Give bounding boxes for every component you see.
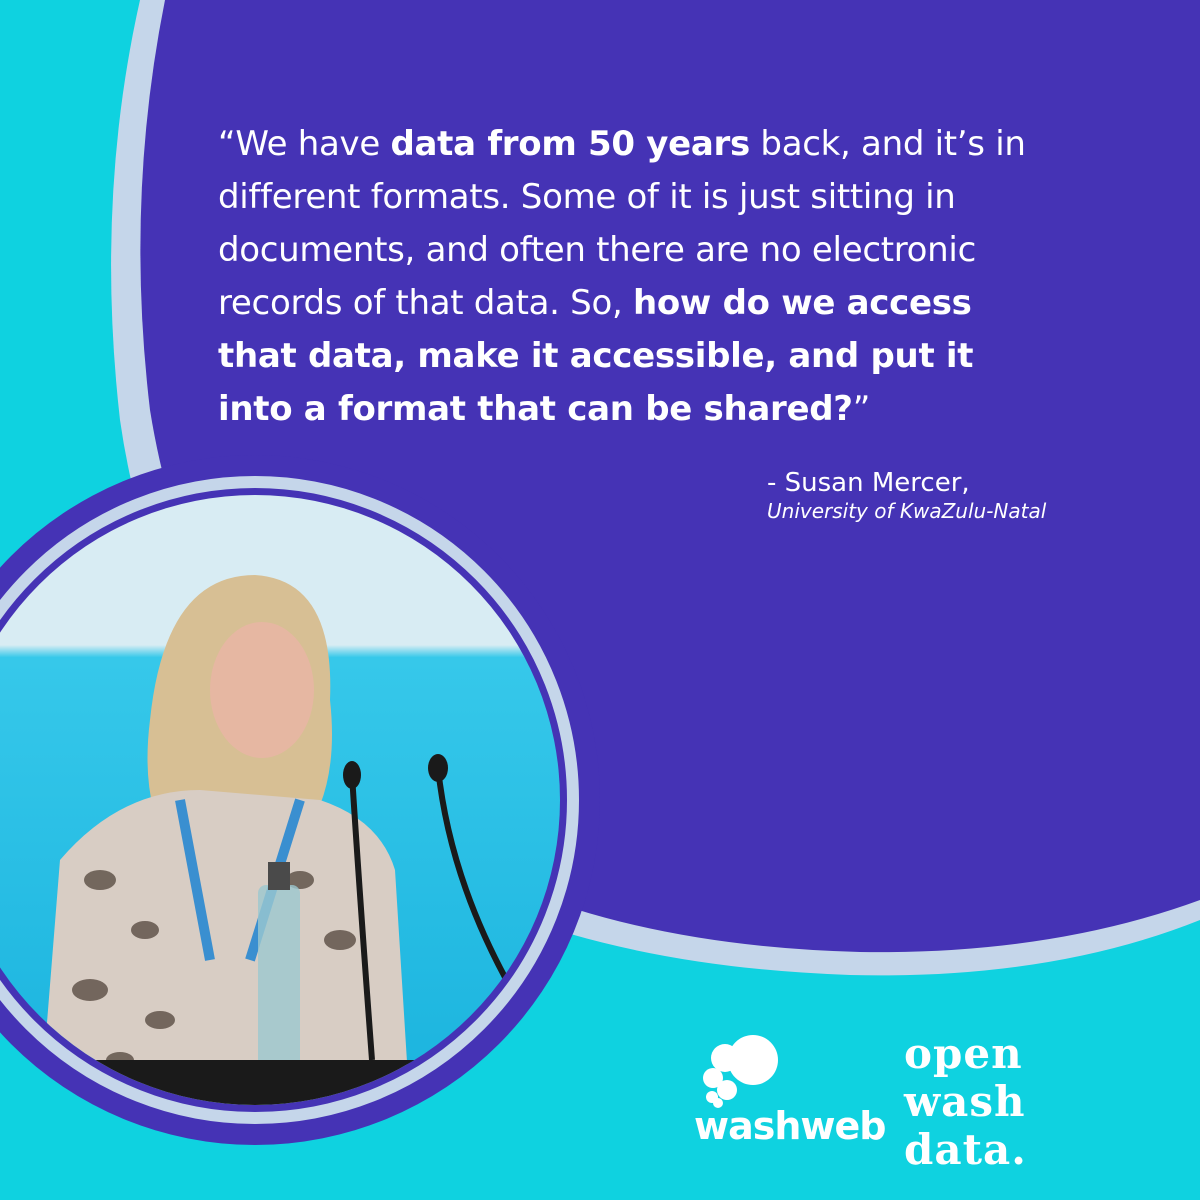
quote-line: different formats. Some of it is just si…	[218, 177, 956, 217]
quote-line: into a format that can be shared?”	[218, 389, 871, 429]
attribution: - Susan Mercer, University of KwaZulu-Na…	[767, 466, 1046, 522]
speaker-organization: University of KwaZulu-Natal	[767, 499, 1047, 523]
quote-line: documents, and often there are no electr…	[218, 230, 976, 270]
openwashdata-logo-line: open	[904, 1029, 1023, 1078]
openwashdata-logo-line: wash	[904, 1077, 1026, 1126]
speaker-name: - Susan Mercer,	[767, 468, 970, 498]
openwashdata-logo: open wash data.	[904, 1030, 1027, 1174]
washweb-logo-text: washweb	[694, 1104, 886, 1148]
quote-line: records of that data. So, how do we acce…	[218, 283, 972, 323]
quote-line: “We have data from 50 years back, and it…	[218, 124, 1026, 164]
quote-line: that data, make it accessible, and put i…	[218, 336, 974, 376]
washweb-logo-bubbles	[703, 1035, 778, 1108]
openwashdata-logo-line: data.	[904, 1125, 1027, 1174]
quote-text: “We have data from 50 years back, and it…	[218, 118, 1178, 436]
